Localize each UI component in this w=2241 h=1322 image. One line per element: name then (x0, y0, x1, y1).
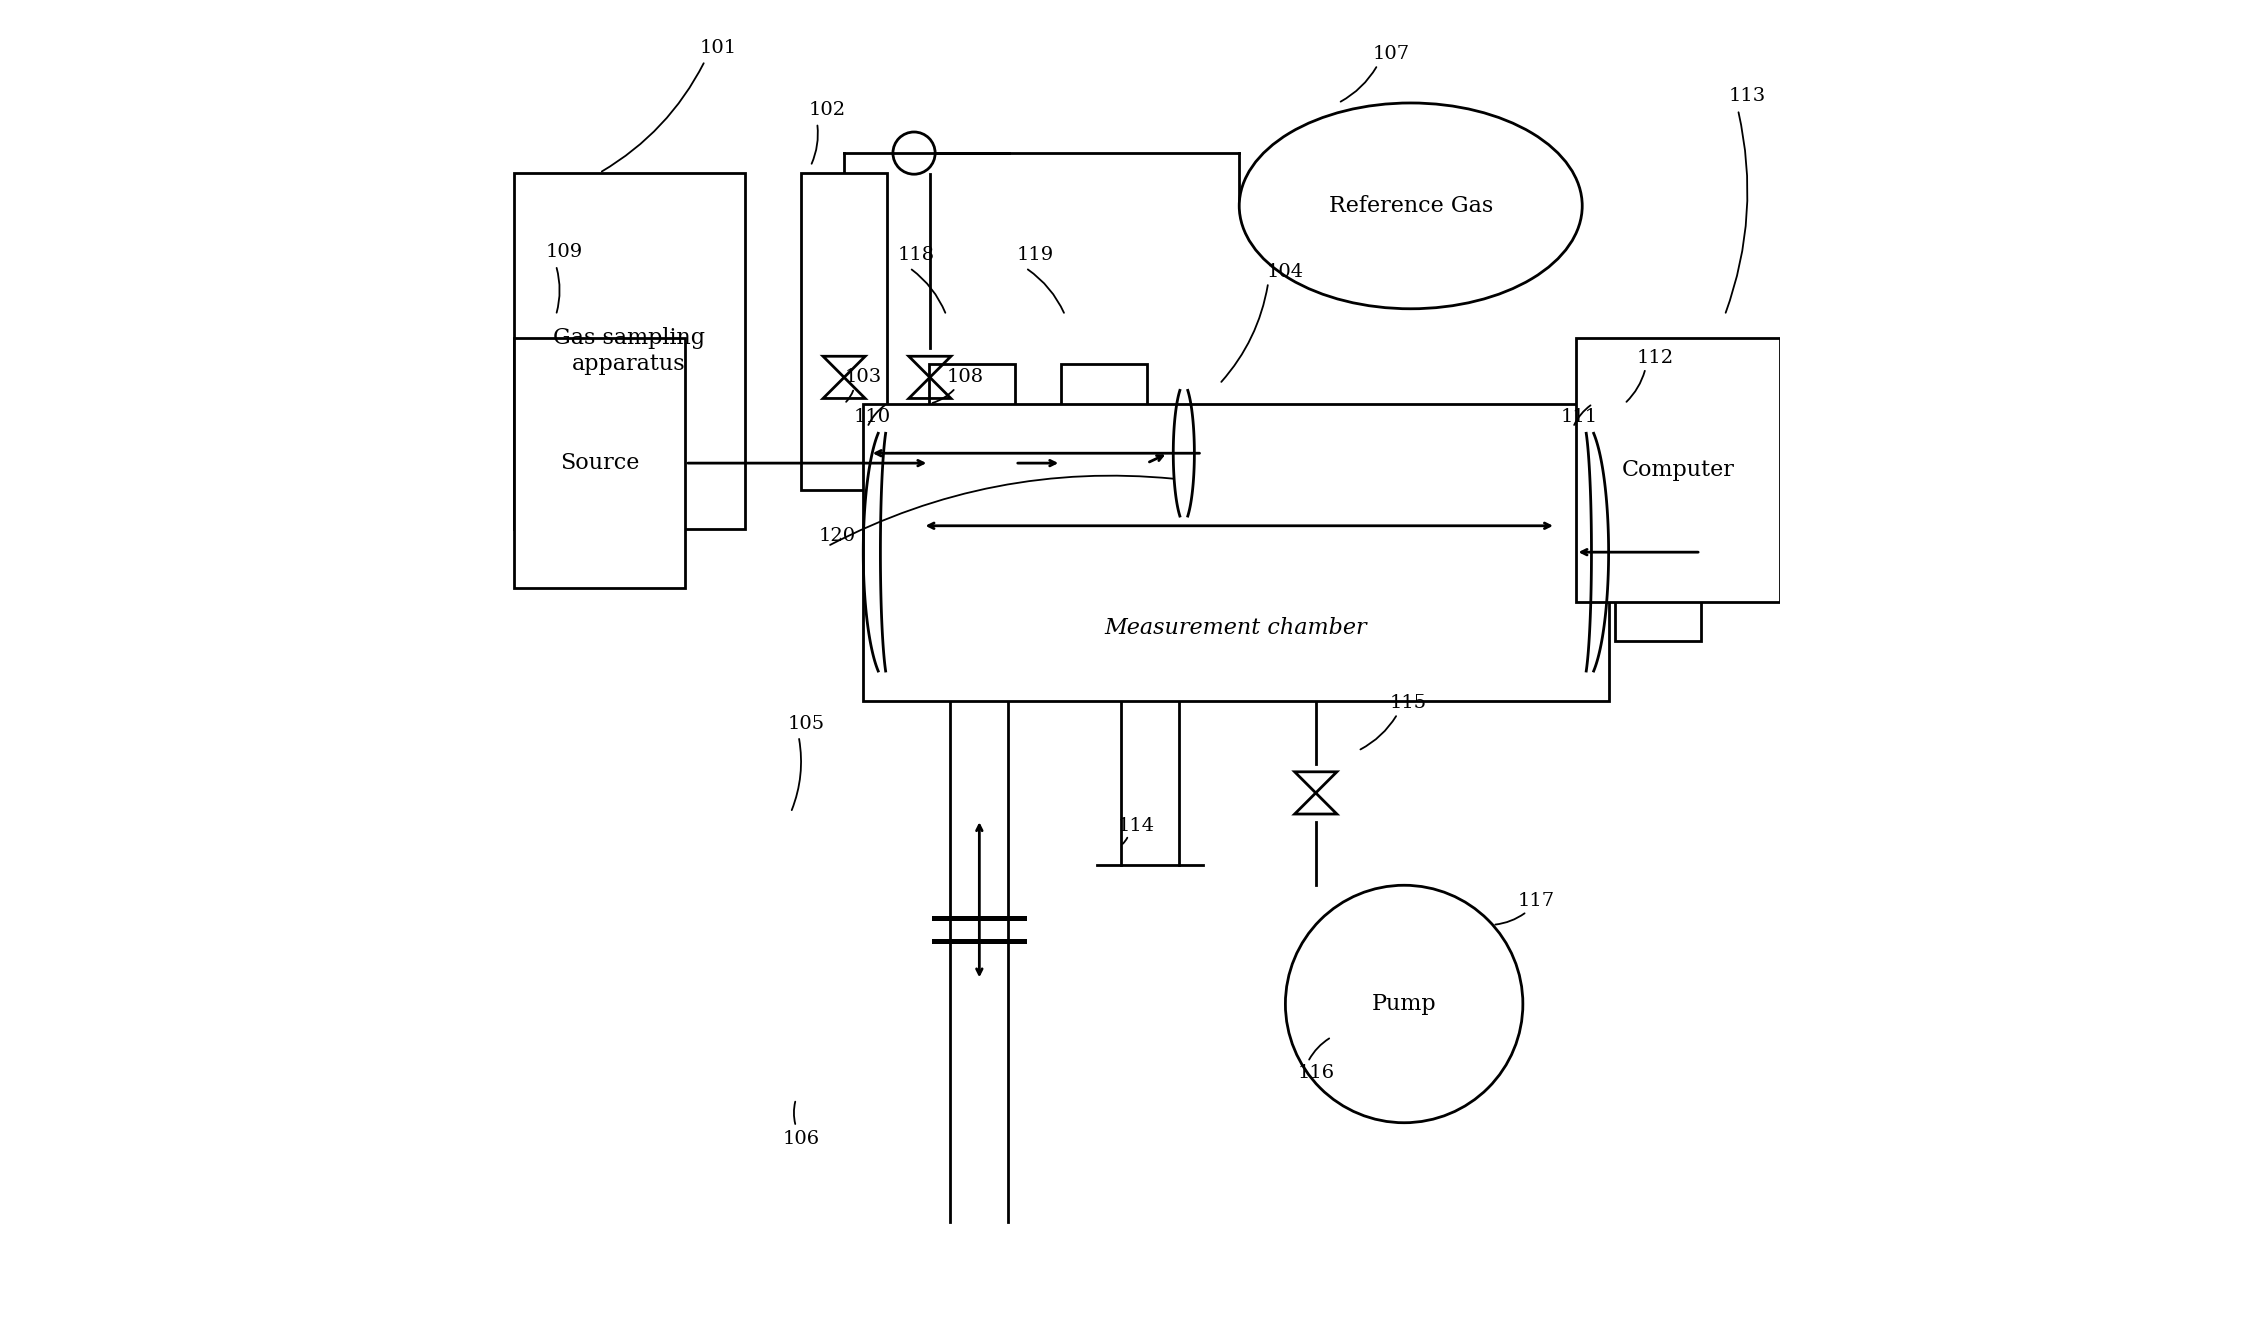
Text: 104: 104 (1266, 263, 1304, 280)
FancyBboxPatch shape (513, 338, 686, 588)
Text: Reference Gas: Reference Gas (1329, 194, 1493, 217)
FancyBboxPatch shape (1062, 364, 1147, 535)
Text: Gas sampling
apparatus: Gas sampling apparatus (554, 328, 706, 374)
Text: 107: 107 (1371, 45, 1410, 63)
Text: 118: 118 (896, 246, 934, 263)
Text: 120: 120 (818, 526, 856, 545)
Text: 119: 119 (1015, 246, 1053, 263)
FancyBboxPatch shape (863, 403, 1609, 701)
FancyBboxPatch shape (802, 173, 887, 489)
FancyBboxPatch shape (930, 364, 1015, 535)
Text: 101: 101 (699, 38, 737, 57)
Text: Measurement chamber: Measurement chamber (1105, 617, 1367, 639)
Ellipse shape (1239, 103, 1582, 309)
Text: 115: 115 (1389, 694, 1428, 713)
Text: 114: 114 (1118, 817, 1154, 836)
Text: 102: 102 (809, 100, 847, 119)
Text: 110: 110 (854, 408, 892, 426)
Text: Source: Source (560, 452, 639, 475)
FancyBboxPatch shape (1575, 338, 1779, 602)
Text: 109: 109 (545, 243, 583, 260)
Text: Pump: Pump (1371, 993, 1436, 1015)
Text: 111: 111 (1562, 408, 1598, 426)
Text: 112: 112 (1636, 349, 1674, 366)
Text: Computer: Computer (1622, 459, 1735, 481)
Text: 113: 113 (1728, 87, 1766, 106)
Text: 108: 108 (946, 369, 984, 386)
Text: 105: 105 (789, 715, 825, 734)
Text: 117: 117 (1517, 892, 1555, 910)
Ellipse shape (1286, 886, 1524, 1122)
Text: 116: 116 (1298, 1064, 1333, 1081)
FancyBboxPatch shape (513, 173, 744, 529)
Text: 106: 106 (782, 1129, 820, 1147)
Text: 103: 103 (845, 369, 883, 386)
FancyBboxPatch shape (1616, 463, 1701, 641)
